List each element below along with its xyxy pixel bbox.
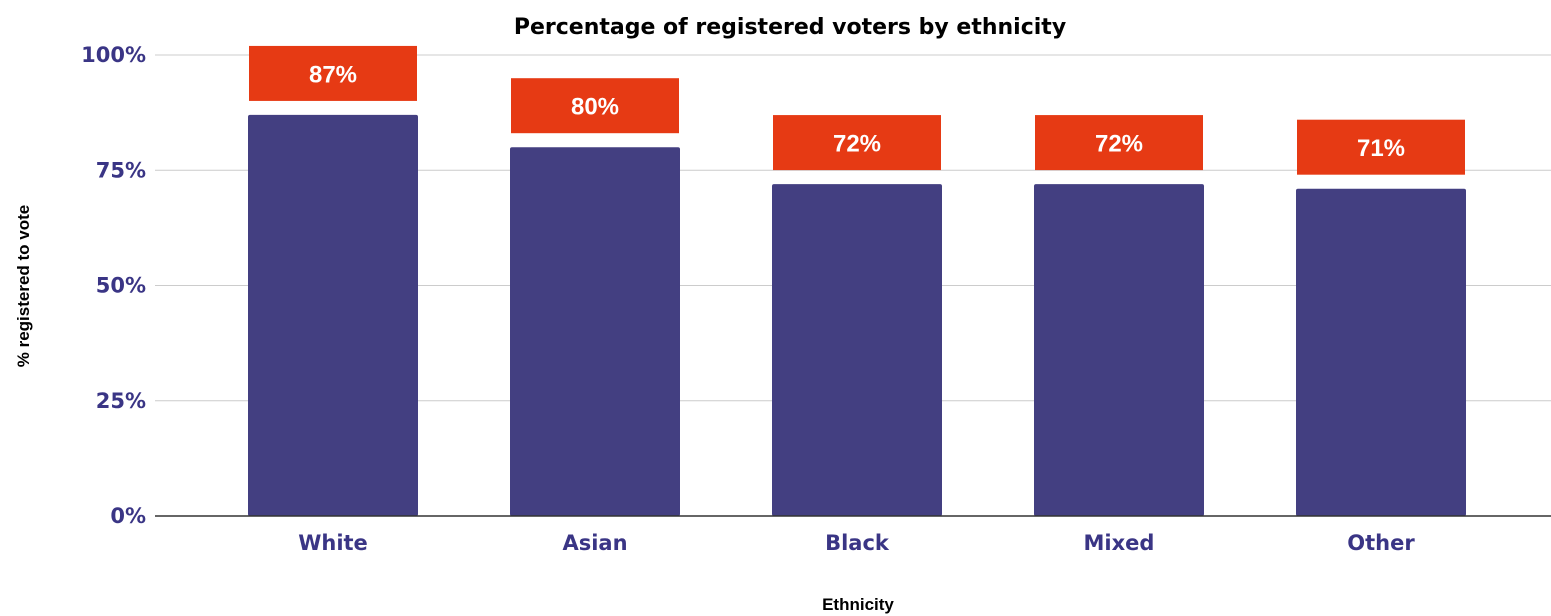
data-label-box <box>773 115 941 171</box>
bars <box>248 114 1466 517</box>
y-tick-label: 0% <box>110 504 146 528</box>
x-tick-label: Asian <box>562 531 627 555</box>
data-label: 71% <box>1357 135 1405 162</box>
data-labels: 87% 80% 72% 72% 71% <box>249 45 1465 175</box>
data-label: 72% <box>833 131 881 158</box>
y-axis-ticks: 0% 25% 50% 75% 100% <box>81 43 146 528</box>
x-tick-label: White <box>298 531 368 555</box>
bar-white <box>248 114 418 517</box>
data-label: 72% <box>1095 131 1143 158</box>
data-label: 87% <box>309 61 357 88</box>
y-tick-label: 75% <box>96 158 146 182</box>
bar-asian <box>510 147 680 516</box>
y-tick-label: 100% <box>81 43 146 67</box>
y-tick-label: 50% <box>96 274 146 298</box>
data-label: 80% <box>571 94 619 121</box>
data-label-box <box>249 45 417 101</box>
y-axis-title: % registered to vote <box>14 205 33 368</box>
data-label-box <box>1297 119 1465 175</box>
x-tick-label: Other <box>1347 531 1415 555</box>
x-tick-label: Black <box>825 531 890 555</box>
chart-title: Percentage of registered voters by ethni… <box>514 15 1066 40</box>
x-axis-ticks: White Asian Black Mixed Other <box>298 531 1415 555</box>
y-tick-label: 25% <box>96 389 146 413</box>
x-tick-label: Mixed <box>1084 531 1155 555</box>
bar-other <box>1296 188 1466 516</box>
bar-mixed <box>1034 184 1204 516</box>
data-label-box <box>1035 115 1203 171</box>
data-label-box <box>511 78 679 134</box>
bar-black <box>772 184 942 516</box>
x-axis-title: Ethnicity <box>822 595 894 614</box>
